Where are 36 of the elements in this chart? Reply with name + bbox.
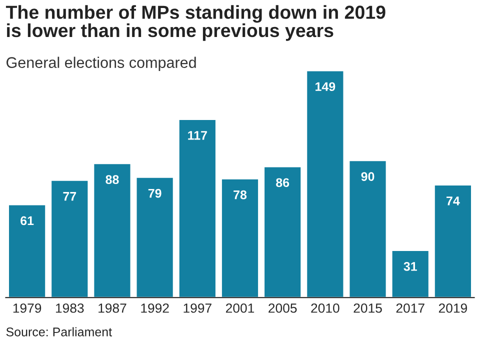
data-label: 31 (404, 262, 417, 271)
data-label: 117 (188, 131, 207, 140)
bar (50, 180, 90, 298)
source-note: Source: Parliament (6, 327, 112, 336)
bar (390, 250, 430, 298)
data-label: 149 (316, 82, 336, 92)
bar (434, 184, 472, 298)
data-label: 77 (63, 192, 76, 201)
x-tick-label: 1987 (98, 303, 126, 313)
x-tick-label: 1979 (13, 303, 42, 313)
bar (306, 70, 345, 298)
data-label: 86 (276, 178, 290, 188)
bar (8, 204, 46, 298)
x-tick-label: 2005 (268, 303, 297, 313)
data-label: 78 (234, 190, 247, 200)
chart-title: The number of MPs standing down in 2019 is lower than in some previous years (6, 5, 386, 41)
x-tick-label: 2017 (396, 303, 424, 313)
data-label: 88 (106, 175, 119, 184)
bar (178, 118, 217, 298)
chart-subtitle: General elections compared (6, 56, 196, 71)
bar (135, 176, 174, 298)
x-tick-label: 2001 (226, 303, 254, 313)
x-tick-label: 2015 (354, 303, 382, 313)
bar (92, 162, 132, 298)
bar (348, 160, 388, 298)
data-label: 90 (361, 172, 374, 181)
x-tick-label: 1997 (184, 303, 212, 313)
x-tick-label: 2010 (311, 303, 340, 313)
data-label: 74 (446, 196, 460, 206)
bar (220, 178, 260, 298)
x-tick-label: 1983 (56, 303, 84, 313)
x-tick-label: 1992 (141, 303, 169, 313)
bar (263, 166, 302, 298)
data-label: 61 (20, 216, 34, 226)
data-label: 79 (148, 188, 162, 198)
x-tick-label: 2019 (438, 303, 467, 313)
